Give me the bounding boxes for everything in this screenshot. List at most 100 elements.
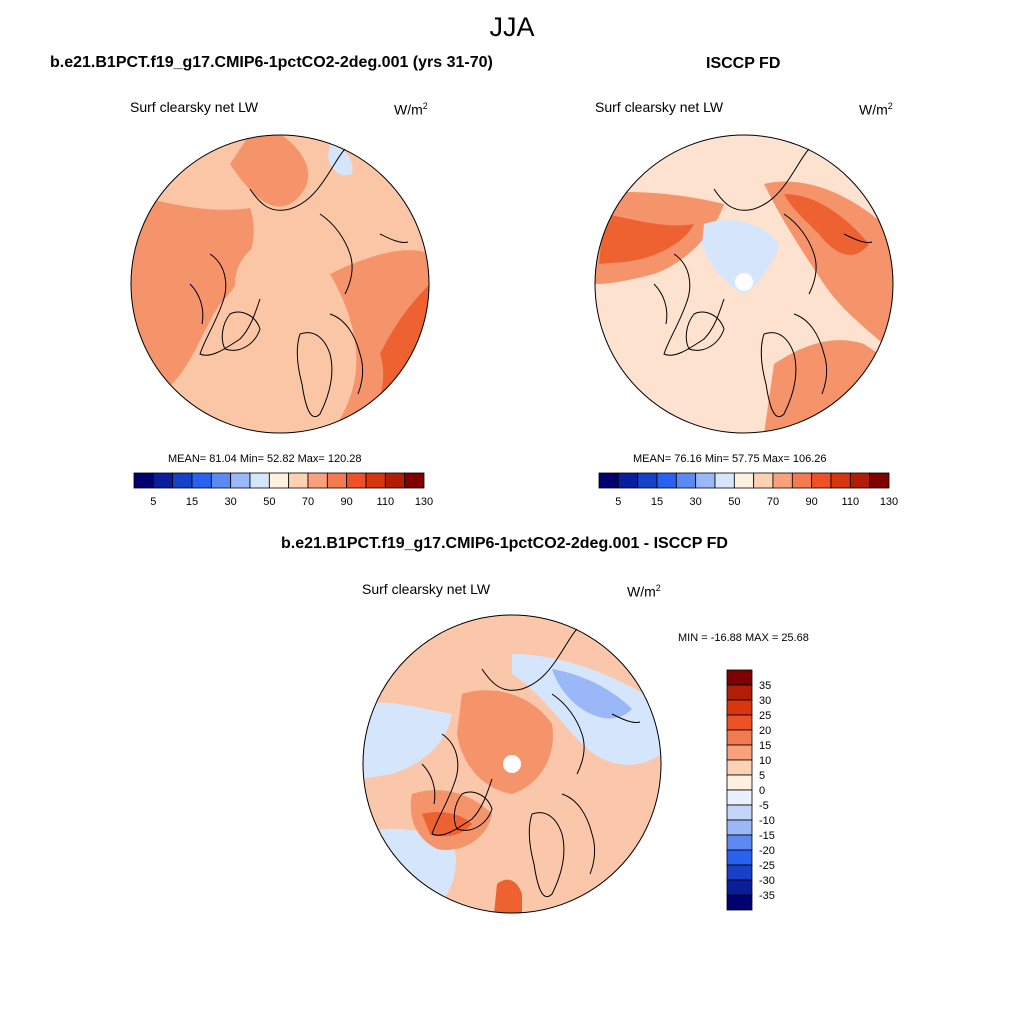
diff-colorbar-tick-label: -5 bbox=[759, 800, 769, 812]
diff-field-cool-ne-mid bbox=[552, 669, 632, 719]
model-colorbar-tick-label: 50 bbox=[263, 496, 275, 508]
model-colorbar-box bbox=[384, 472, 406, 489]
obs-units-label: W/m2 bbox=[859, 101, 893, 118]
diff-colorbar-box bbox=[726, 669, 753, 686]
diff-colorbar-box bbox=[726, 714, 753, 731]
obs-colorbar-box bbox=[617, 472, 639, 489]
obs-colorbar-box bbox=[869, 472, 890, 489]
model-colorbar-box bbox=[288, 472, 309, 489]
diff-colorbar-tick-label: -30 bbox=[759, 875, 775, 887]
model-field-arctic-core bbox=[235, 239, 325, 329]
diff-colorbar-tick-label: -25 bbox=[759, 860, 775, 872]
diff-colorbar-box bbox=[726, 804, 753, 821]
diff-colorbar-tick-label: 10 bbox=[759, 755, 771, 767]
obs-field-hot-ne bbox=[784, 194, 869, 255]
model-colorbar-box bbox=[152, 472, 174, 489]
obs-colorbar-box bbox=[637, 472, 658, 489]
obs-panel-title: ISCCP FD bbox=[706, 55, 781, 72]
model-field-cool-north bbox=[328, 144, 353, 176]
model-colorbar-tick-label: 5 bbox=[150, 496, 156, 508]
obs-polar-map bbox=[594, 134, 894, 434]
diff-colorbar-tick-label: 0 bbox=[759, 785, 765, 797]
diff-colorbar-tick-label: 5 bbox=[759, 770, 765, 782]
diff-colorbar-tick-label: 15 bbox=[759, 740, 771, 752]
diff-colorbar-box bbox=[726, 774, 753, 791]
model-colorbar-box bbox=[365, 472, 386, 489]
diff-colorbar-tick-label: -15 bbox=[759, 830, 775, 842]
model-panel-title: b.e21.B1PCT.f19_g17.CMIP6-1pctCO2-2deg.0… bbox=[50, 54, 493, 71]
model-variable-label: Surf clearsky net LW bbox=[130, 99, 259, 115]
diff-polar-map bbox=[362, 614, 662, 914]
model-colorbar-tick-label: 90 bbox=[341, 496, 353, 508]
diff-colorbar-box bbox=[726, 894, 753, 911]
obs-colorbar-box bbox=[598, 472, 619, 489]
diff-colorbar-tick-label: 20 bbox=[759, 725, 771, 737]
model-colorbar-box bbox=[210, 472, 232, 489]
diff-field-pole-hole bbox=[503, 755, 521, 773]
model-colorbar-box bbox=[191, 472, 212, 489]
obs-colorbar-box bbox=[714, 472, 735, 489]
diff-colorbar-box bbox=[726, 834, 753, 851]
diff-colorbar-tick-label: -35 bbox=[759, 890, 775, 902]
obs-colorbar-tick-label: 110 bbox=[842, 496, 860, 508]
model-stats: MEAN= 81.04 Min= 52.82 Max= 120.28 bbox=[168, 453, 362, 465]
diff-colorbar-tick-label: -20 bbox=[759, 845, 775, 857]
obs-colorbar-tick-label: 50 bbox=[728, 496, 740, 508]
model-colorbar-tick-label: 130 bbox=[415, 496, 433, 508]
diff-map-boundary bbox=[362, 614, 662, 914]
diff-colorbar-tick-label: 25 bbox=[759, 710, 771, 722]
diff-field-warm-center bbox=[457, 690, 553, 794]
model-colorbar-tick-label: 110 bbox=[377, 496, 395, 508]
obs-colorbar-box bbox=[753, 472, 774, 489]
diff-units-label: W/m2 bbox=[627, 583, 661, 600]
diff-field-hot-greenland bbox=[422, 812, 472, 837]
obs-colorbar-box bbox=[791, 472, 813, 489]
obs-field-cool-arctic bbox=[702, 220, 779, 294]
diff-colorbar-box bbox=[726, 684, 753, 701]
diff-panel-title: b.e21.B1PCT.f19_g17.CMIP6-1pctCO2-2deg.0… bbox=[281, 535, 728, 552]
model-colorbar-box bbox=[404, 472, 425, 489]
diff-variable-label: Surf clearsky net LW bbox=[362, 581, 491, 597]
diff-coastlines bbox=[421, 628, 641, 897]
season-title: JJA bbox=[489, 12, 535, 42]
model-colorbar-tick-label: 70 bbox=[302, 496, 314, 508]
model-colorbar-box bbox=[307, 472, 328, 489]
model-colorbar-box bbox=[249, 472, 270, 489]
obs-stats: MEAN= 76.16 Min= 57.75 Max= 106.26 bbox=[633, 453, 827, 465]
obs-field-pole-hole bbox=[735, 273, 753, 291]
model-colorbar-tick-label: 15 bbox=[186, 496, 198, 508]
obs-colorbar-tick-label: 15 bbox=[651, 496, 663, 508]
diff-field-cool-west bbox=[363, 702, 452, 779]
obs-colorbar-tick-label: 30 bbox=[690, 496, 702, 508]
diff-colorbar-box bbox=[726, 759, 753, 776]
diff-colorbar-tick-label: -10 bbox=[759, 815, 775, 827]
diff-colorbar-box bbox=[726, 819, 753, 836]
model-polar-map bbox=[130, 134, 430, 434]
diff-field-hot-scandinavia bbox=[494, 879, 522, 913]
diff-colorbar-box bbox=[726, 744, 753, 761]
obs-colorbar-tick-label: 5 bbox=[615, 496, 621, 508]
model-colorbar-box bbox=[172, 472, 193, 489]
model-field-warm-north bbox=[230, 135, 308, 207]
model-colorbar-box bbox=[326, 472, 348, 489]
model-colorbar-box bbox=[230, 472, 251, 489]
diff-colorbar-box bbox=[726, 879, 753, 896]
obs-colorbar-box bbox=[675, 472, 697, 489]
model-field-warm-west bbox=[131, 194, 254, 394]
obs-colorbar-box bbox=[733, 472, 755, 489]
obs-colorbar-tick-label: 130 bbox=[880, 496, 898, 508]
obs-variable-label: Surf clearsky net LW bbox=[595, 99, 724, 115]
obs-colorbar-box bbox=[830, 472, 851, 489]
model-coastlines bbox=[189, 148, 409, 417]
obs-colorbar-box bbox=[656, 472, 677, 489]
model-colorbar-tick-label: 30 bbox=[225, 496, 237, 508]
model-colorbar-box bbox=[268, 472, 290, 489]
diff-colorbar-box bbox=[726, 789, 753, 806]
diff-colorbar-tick-label: 30 bbox=[759, 695, 771, 707]
obs-coastlines bbox=[653, 148, 873, 417]
diff-colorbar-box bbox=[726, 864, 753, 881]
obs-colorbar-box bbox=[849, 472, 871, 489]
diff-colorbar-box bbox=[726, 849, 753, 866]
obs-colorbar-tick-label: 90 bbox=[806, 496, 818, 508]
model-units-label: W/m2 bbox=[394, 101, 428, 118]
